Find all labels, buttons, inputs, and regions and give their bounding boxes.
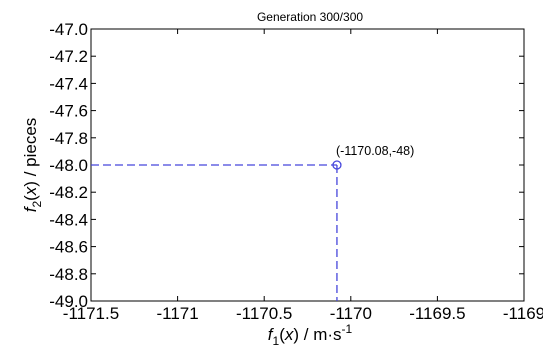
y-tick-label: -48.2 (49, 183, 88, 202)
x-tick-label: -1171 (156, 304, 198, 323)
y-tick-label: -49.0 (49, 292, 88, 311)
x-label-f: f (268, 325, 275, 344)
y-label-f: f (21, 205, 40, 212)
x-label-sup: -1 (342, 322, 353, 336)
x-tick-label: -1169.5 (409, 304, 465, 323)
y-label-x: x (21, 186, 40, 196)
x-tick-label: -1170.5 (236, 304, 292, 323)
x-label-unit: m·s (313, 325, 341, 344)
x-label-sub: 1 (273, 334, 280, 348)
x-axis-label: f1(x) / m·s-1 (268, 322, 353, 348)
x-tick-label: -1169 (503, 304, 543, 323)
y-tick-label: -47.0 (49, 20, 88, 39)
y-tick-label: -47.2 (49, 47, 88, 66)
y-label-unit: pieces (21, 118, 40, 167)
y-tick-label: -48.4 (49, 210, 88, 229)
data-point-marker (332, 160, 342, 170)
point-annotation: (-1170.08,-48) (336, 144, 414, 158)
chart-title: Generation 300/300 (257, 10, 363, 24)
x-tick-label: -1171.5 (63, 304, 119, 323)
y-tick-label: -47.6 (49, 102, 88, 121)
x-tick-label: -1170 (330, 304, 372, 323)
y-tick-label: -48.8 (49, 265, 88, 284)
y-tick-label: -48.0 (49, 156, 88, 175)
y-tick-label: -47.4 (49, 74, 88, 93)
y-axis-ticks: -47.0 -47.2 -47.4 -47.6 -47.8 -48.0 -48.2 -48.4… (49, 20, 524, 311)
y-label-sub: 2 (30, 201, 44, 208)
guide-lines (91, 164, 338, 301)
y-axis-label: f2(x) / pieces (21, 118, 44, 213)
y-tick-label: -48.6 (49, 238, 88, 257)
y-tick-label: -47.8 (49, 129, 88, 148)
data-points (332, 160, 342, 170)
x-axis-ticks: -1171.5 -1171 -1170.5 -1170 -1169.5 -1169 (63, 29, 543, 323)
x-label-x: x (284, 325, 294, 344)
